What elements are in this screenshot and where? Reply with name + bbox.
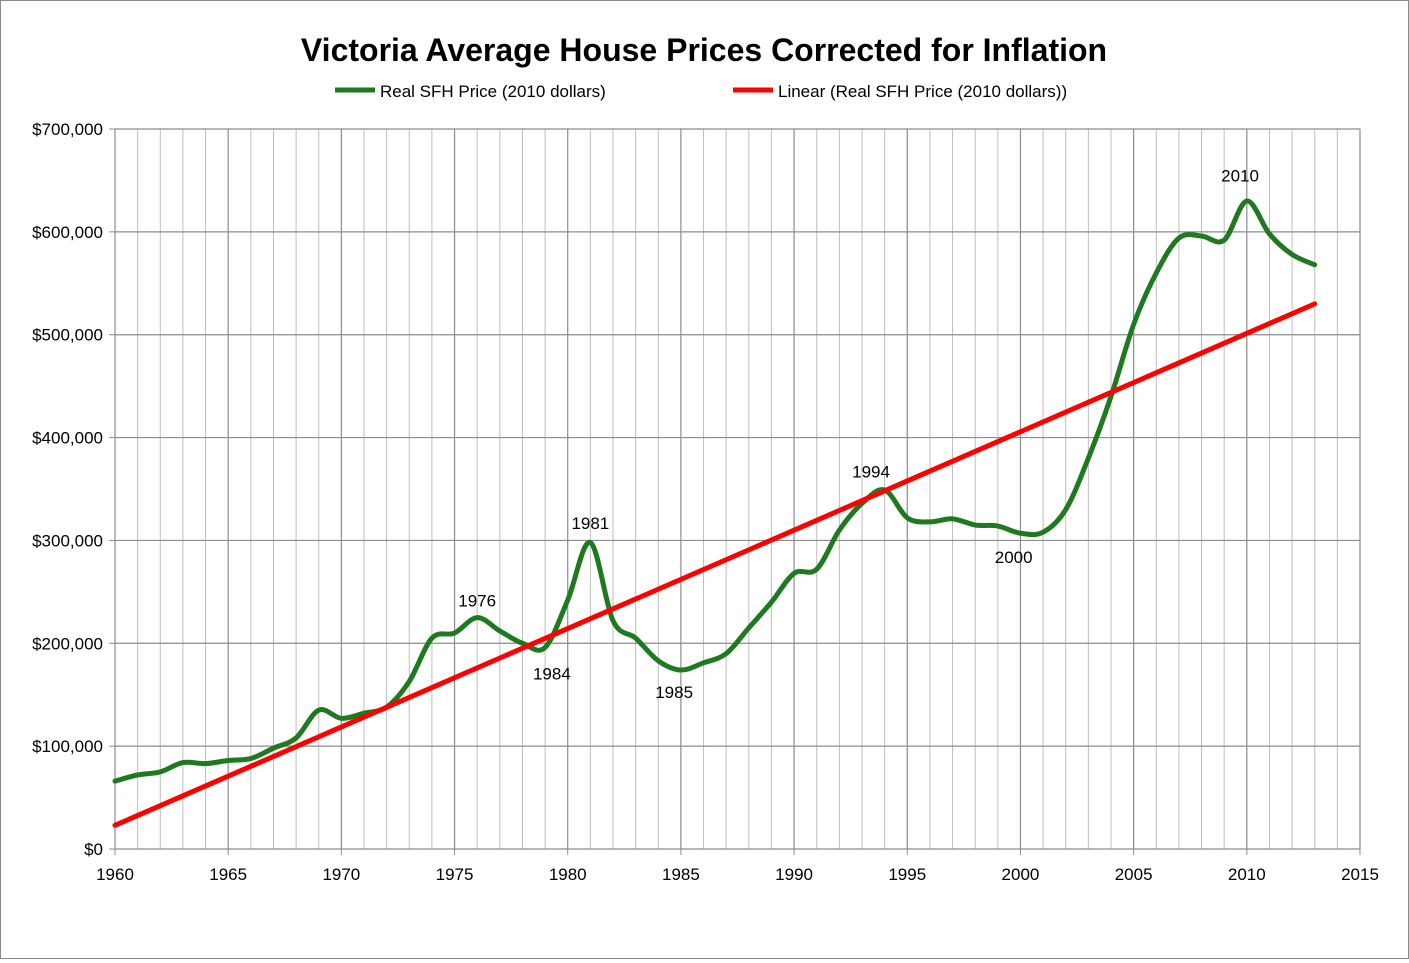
y-tick-label: $100,000 bbox=[32, 737, 103, 756]
y-tick-label: $0 bbox=[84, 840, 103, 859]
series-linear-trend-line bbox=[112, 301, 1318, 828]
y-tick-label: $500,000 bbox=[32, 326, 103, 345]
x-tick-label: 1995 bbox=[888, 865, 926, 884]
gridlines bbox=[114, 128, 1361, 850]
x-tick-label: 1970 bbox=[322, 865, 360, 884]
x-tick-label: 1985 bbox=[662, 865, 700, 884]
x-tick-label: 1990 bbox=[775, 865, 813, 884]
plot-area-border bbox=[114, 128, 1361, 850]
legend: Real SFH Price (2010 dollars) Linear (Re… bbox=[335, 82, 1067, 101]
y-axis: $0 $100,000 $200,000 $300,000 $400,000 $500,0… bbox=[32, 120, 115, 859]
y-tick-label: $300,000 bbox=[32, 531, 103, 550]
x-axis: 1960 1965 1970 1975 1980 1985 1990 1995 2000 2005… bbox=[96, 849, 1379, 884]
annotations: 1976 1981 1984 1985 1994 2000 2010 bbox=[458, 166, 1259, 701]
x-tick-label: 1980 bbox=[549, 865, 587, 884]
x-tick-label: 2005 bbox=[1115, 865, 1153, 884]
legend-label-real-price: Real SFH Price (2010 dollars) bbox=[380, 82, 606, 101]
x-tick-label: 1975 bbox=[436, 865, 474, 884]
y-tick-label: $400,000 bbox=[32, 429, 103, 448]
annotation-label: 2000 bbox=[995, 548, 1033, 567]
annotation-label: 1994 bbox=[852, 463, 890, 482]
x-tick-label: 1960 bbox=[96, 865, 134, 884]
annotation-label: 1984 bbox=[533, 664, 571, 683]
annotation-label: 2010 bbox=[1221, 166, 1259, 185]
series-real-sfh-price-line bbox=[112, 198, 1318, 784]
series-layer bbox=[112, 198, 1318, 828]
annotation-label: 1981 bbox=[571, 514, 609, 533]
annotation-label: 1985 bbox=[655, 683, 693, 702]
x-tick-label: 1965 bbox=[209, 865, 247, 884]
x-tick-label: 2015 bbox=[1341, 865, 1379, 884]
chart-title: Victoria Average House Prices Corrected … bbox=[301, 32, 1107, 68]
y-tick-label: $200,000 bbox=[32, 634, 103, 653]
y-tick-label: $600,000 bbox=[32, 223, 103, 242]
annotation-label: 1976 bbox=[458, 591, 496, 610]
y-tick-label: $700,000 bbox=[32, 120, 103, 139]
legend-label-linear: Linear (Real SFH Price (2010 dollars)) bbox=[778, 82, 1067, 101]
x-tick-label: 2000 bbox=[1002, 865, 1040, 884]
x-tick-label: 2010 bbox=[1228, 865, 1266, 884]
